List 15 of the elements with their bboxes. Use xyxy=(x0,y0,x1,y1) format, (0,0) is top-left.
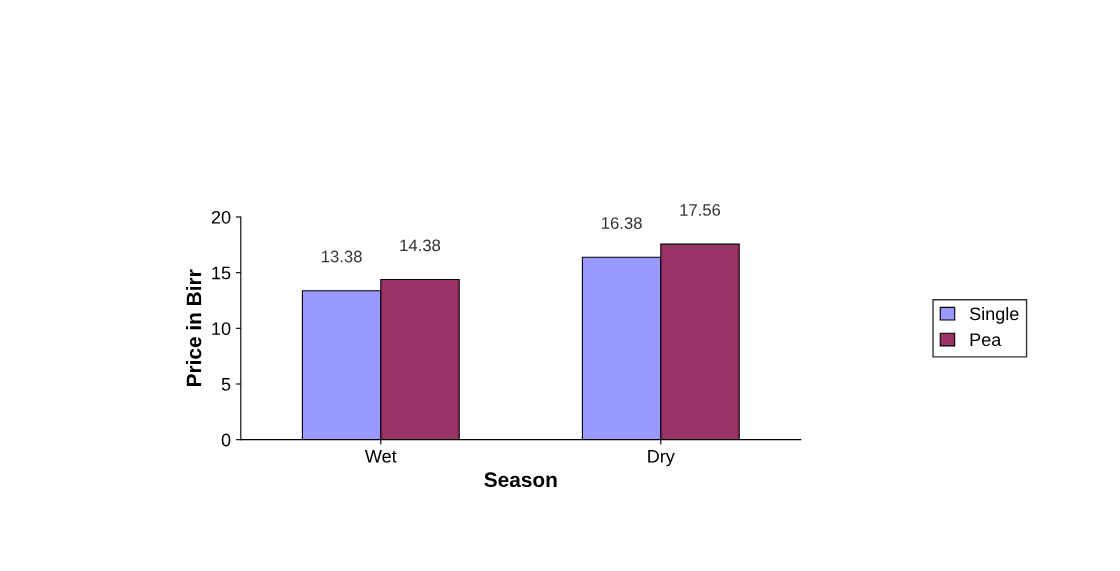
data-label: 16.38 xyxy=(602,217,642,229)
y-tick-label: 10 xyxy=(212,322,231,336)
x-axis-title: Season xyxy=(484,472,557,488)
legend-label: Single xyxy=(969,306,1019,324)
y-tick-label: 20 xyxy=(211,210,231,224)
data-label: 13.38 xyxy=(322,250,362,263)
data-label: 14.38 xyxy=(400,239,441,252)
x-tick-label: Dry xyxy=(648,450,675,467)
x-tick-label: Wet xyxy=(364,450,397,463)
y-tick-label: 0 xyxy=(221,433,231,447)
y-tick-label: 5 xyxy=(221,378,231,391)
legend-label: Pea xyxy=(970,333,1002,347)
y-tick-label: 15 xyxy=(212,266,231,280)
y-axis-title: Price in Birr xyxy=(186,269,202,386)
data-label: 17.56 xyxy=(680,204,721,216)
